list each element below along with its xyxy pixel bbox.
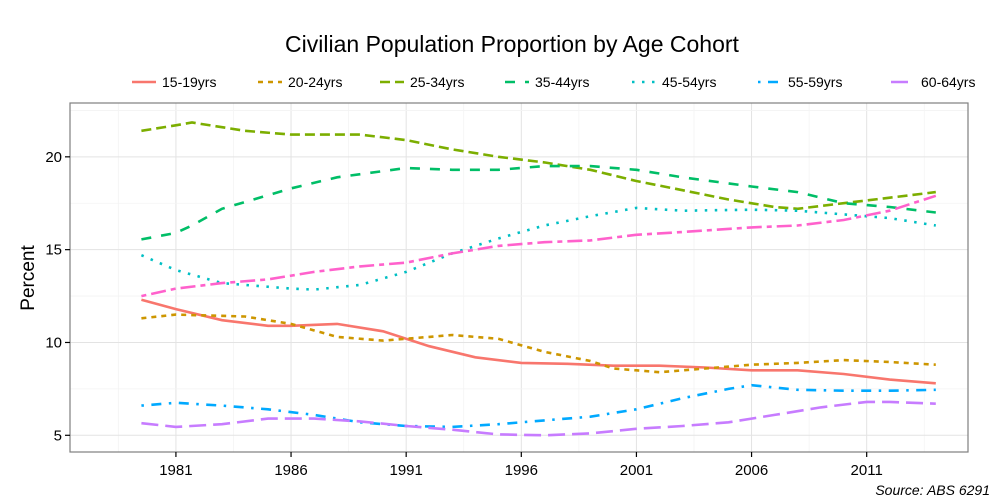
series-line-15-19yrs xyxy=(141,298,936,385)
series-line-20-24yrs xyxy=(141,313,936,374)
y-tick-label: 20 xyxy=(45,149,62,166)
x-tick-label: 2011 xyxy=(851,462,883,479)
y-axis-label: Percent xyxy=(18,245,39,311)
series-line-35-44yrs xyxy=(141,164,936,241)
y-tick-label: 15 xyxy=(45,242,62,259)
series-lines xyxy=(140,121,937,437)
y-tick-label: 5 xyxy=(54,427,62,444)
series-line-45-54yrs xyxy=(140,206,937,291)
panel-border xyxy=(69,102,969,453)
legend-label: 15-19yrs xyxy=(162,74,216,90)
panel-background xyxy=(70,103,968,452)
legend-label: 25-34yrs xyxy=(410,74,464,90)
legend-label: 45-54yrs xyxy=(662,74,716,90)
x-tick-label: 1991 xyxy=(389,462,422,479)
legend-label: 55-59yrs xyxy=(788,74,842,90)
x-tick-label: 2001 xyxy=(620,462,653,479)
chart-title: Civilian Population Proportion by Age Co… xyxy=(285,31,739,57)
x-tick-label: 2006 xyxy=(735,462,768,479)
series-line-55-59yrs xyxy=(141,383,936,429)
axes: 1981 1986 1991 1996 2001 2006 2011 5 10 15 20 xyxy=(45,149,883,479)
x-tick-label: 1996 xyxy=(505,462,538,479)
series-line-60-64yrs xyxy=(141,400,936,437)
x-tick-label: 1981 xyxy=(159,462,192,479)
series-line-65+yrs xyxy=(141,194,937,298)
y-tick-label: 10 xyxy=(45,334,62,351)
legend-label: 35-44yrs xyxy=(535,74,589,90)
x-tick-label: 1986 xyxy=(274,462,307,479)
grid xyxy=(70,103,968,452)
legend-label: 20-24yrs xyxy=(288,74,342,90)
legend-label: 60-64yrs xyxy=(921,74,975,90)
caption: Source: ABS 6291 xyxy=(875,482,990,498)
series-line-25-34yrs xyxy=(141,121,936,211)
legend: 15-19yrs 20-24yrs 25-34yrs 35-44yrs 45-54yrs… xyxy=(132,74,975,90)
